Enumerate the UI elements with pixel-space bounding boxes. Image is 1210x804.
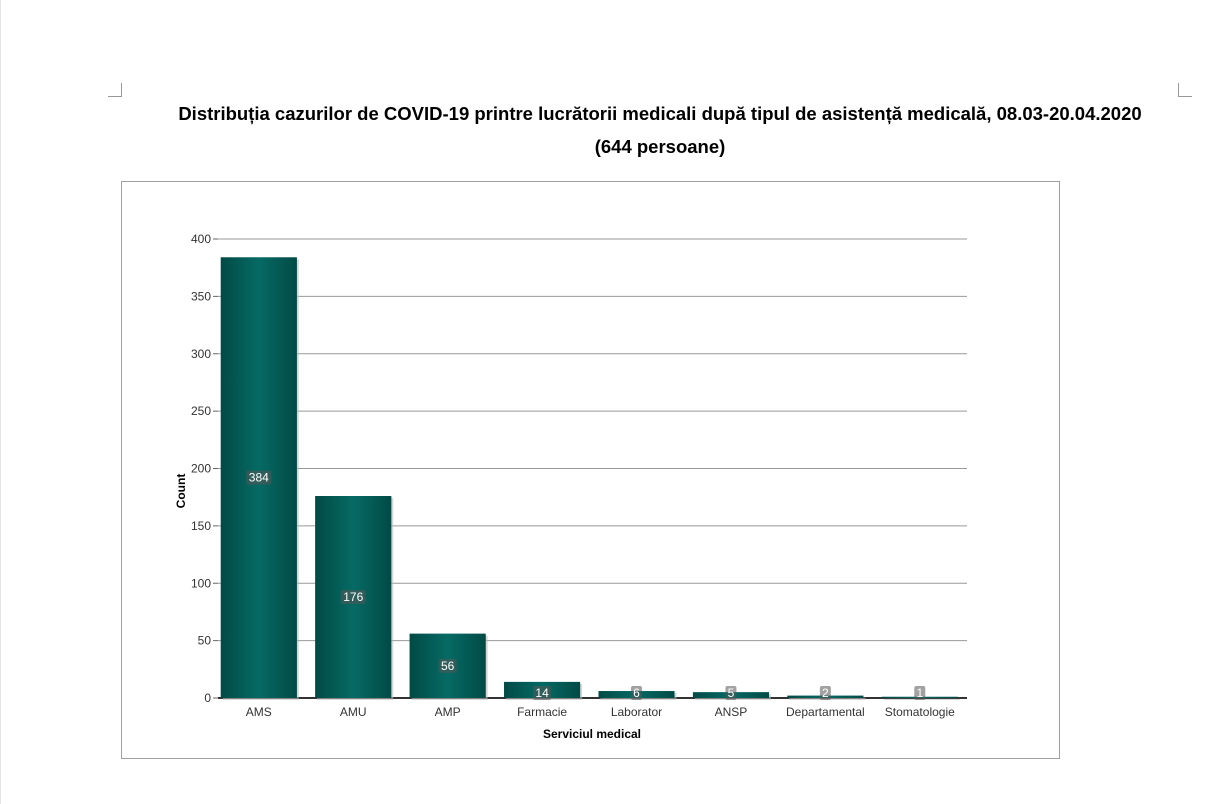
x-tick-label: Farmacie — [517, 705, 567, 719]
data-label-bg — [533, 686, 552, 700]
data-label: 56 — [441, 659, 455, 673]
y-tick-label: 100 — [191, 576, 211, 590]
y-tick-label: 400 — [191, 232, 211, 246]
data-label: 5 — [728, 686, 735, 700]
x-tick-label: ANSP — [715, 705, 748, 719]
data-label-bg — [438, 658, 457, 673]
data-label: 2 — [822, 686, 829, 700]
data-label-bg — [246, 470, 272, 485]
data-label: 6 — [633, 686, 640, 700]
x-tick-label: Stomatologie — [885, 705, 955, 719]
y-tick-label: 0 — [204, 691, 211, 705]
data-label-bg — [631, 686, 643, 700]
y-tick-label: 350 — [191, 289, 211, 303]
margin-corner-mark-left — [108, 83, 122, 97]
page-edge — [0, 0, 1, 804]
data-label: 14 — [535, 686, 549, 700]
data-label: 1 — [916, 686, 923, 700]
y-axis-label: Count — [174, 474, 188, 509]
chart-frame — [121, 181, 1060, 759]
margin-corner-mark-right — [1178, 83, 1192, 97]
x-tick-label: AMU — [340, 705, 367, 719]
data-label-bg — [340, 590, 366, 605]
data-label: 176 — [343, 590, 363, 604]
x-tick-label: AMP — [435, 705, 461, 719]
y-tick-label: 250 — [191, 404, 211, 418]
y-tick-label: 150 — [191, 519, 211, 533]
chart-title: Distribuția cazurilor de COVID-19 printr… — [178, 103, 1142, 124]
x-axis-label: Serviciul medical — [543, 727, 641, 741]
y-tick-label: 200 — [191, 462, 211, 476]
chart-subtitle: (644 persoane) — [594, 136, 726, 157]
data-label: 384 — [249, 471, 269, 485]
y-tick-label: 50 — [198, 634, 212, 648]
data-label-bg — [819, 686, 831, 700]
y-tick-label: 300 — [191, 347, 211, 361]
x-tick-label: AMS — [246, 705, 272, 719]
x-tick-label: Departamental — [786, 705, 865, 719]
x-tick-label: Laborator — [611, 705, 662, 719]
data-label-bg — [914, 686, 926, 700]
data-label-bg — [725, 686, 737, 700]
